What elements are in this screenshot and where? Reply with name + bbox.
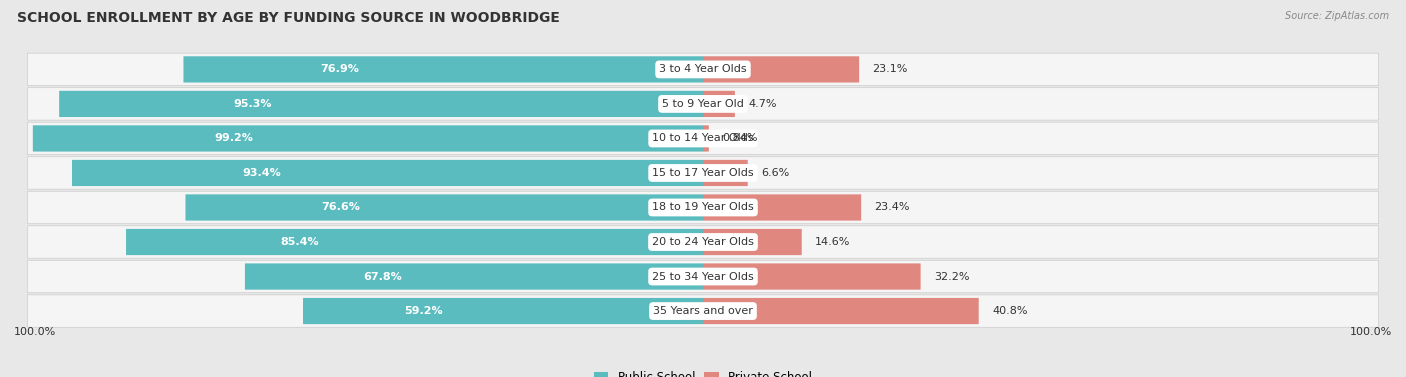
Text: 23.4%: 23.4% [875,202,910,213]
Text: Source: ZipAtlas.com: Source: ZipAtlas.com [1285,11,1389,21]
Text: 32.2%: 32.2% [934,271,970,282]
Text: 10 to 14 Year Olds: 10 to 14 Year Olds [652,133,754,143]
Text: 40.8%: 40.8% [993,306,1028,316]
FancyBboxPatch shape [703,125,709,152]
Text: 18 to 19 Year Olds: 18 to 19 Year Olds [652,202,754,213]
Text: 93.4%: 93.4% [242,168,281,178]
FancyBboxPatch shape [703,91,735,117]
Text: 100.0%: 100.0% [14,327,56,337]
FancyBboxPatch shape [27,122,1379,155]
Text: 0.84%: 0.84% [723,133,758,143]
FancyBboxPatch shape [27,53,1379,86]
Text: 100.0%: 100.0% [1350,327,1392,337]
Text: 25 to 34 Year Olds: 25 to 34 Year Olds [652,271,754,282]
FancyBboxPatch shape [27,260,1379,293]
Text: 15 to 17 Year Olds: 15 to 17 Year Olds [652,168,754,178]
FancyBboxPatch shape [27,226,1379,258]
FancyBboxPatch shape [245,264,703,290]
FancyBboxPatch shape [186,195,703,221]
Text: 59.2%: 59.2% [404,306,443,316]
FancyBboxPatch shape [703,229,801,255]
Text: 20 to 24 Year Olds: 20 to 24 Year Olds [652,237,754,247]
FancyBboxPatch shape [703,56,859,83]
Text: 5 to 9 Year Old: 5 to 9 Year Old [662,99,744,109]
Text: SCHOOL ENROLLMENT BY AGE BY FUNDING SOURCE IN WOODBRIDGE: SCHOOL ENROLLMENT BY AGE BY FUNDING SOUR… [17,11,560,25]
FancyBboxPatch shape [703,195,862,221]
FancyBboxPatch shape [304,298,703,324]
FancyBboxPatch shape [703,264,921,290]
FancyBboxPatch shape [703,160,748,186]
FancyBboxPatch shape [27,295,1379,327]
Text: 4.7%: 4.7% [748,99,776,109]
Text: 76.9%: 76.9% [321,64,359,74]
Text: 35 Years and over: 35 Years and over [652,306,754,316]
FancyBboxPatch shape [27,157,1379,189]
FancyBboxPatch shape [27,88,1379,120]
Text: 99.2%: 99.2% [215,133,253,143]
FancyBboxPatch shape [703,298,979,324]
Text: 76.6%: 76.6% [322,202,360,213]
FancyBboxPatch shape [183,56,703,83]
Text: 67.8%: 67.8% [363,271,402,282]
Text: 14.6%: 14.6% [815,237,851,247]
Legend: Public School, Private School: Public School, Private School [589,366,817,377]
Text: 23.1%: 23.1% [873,64,908,74]
FancyBboxPatch shape [27,191,1379,224]
FancyBboxPatch shape [59,91,703,117]
FancyBboxPatch shape [32,125,703,152]
Text: 3 to 4 Year Olds: 3 to 4 Year Olds [659,64,747,74]
Text: 6.6%: 6.6% [761,168,789,178]
FancyBboxPatch shape [72,160,703,186]
FancyBboxPatch shape [127,229,703,255]
Text: 85.4%: 85.4% [280,237,319,247]
Text: 95.3%: 95.3% [233,99,271,109]
